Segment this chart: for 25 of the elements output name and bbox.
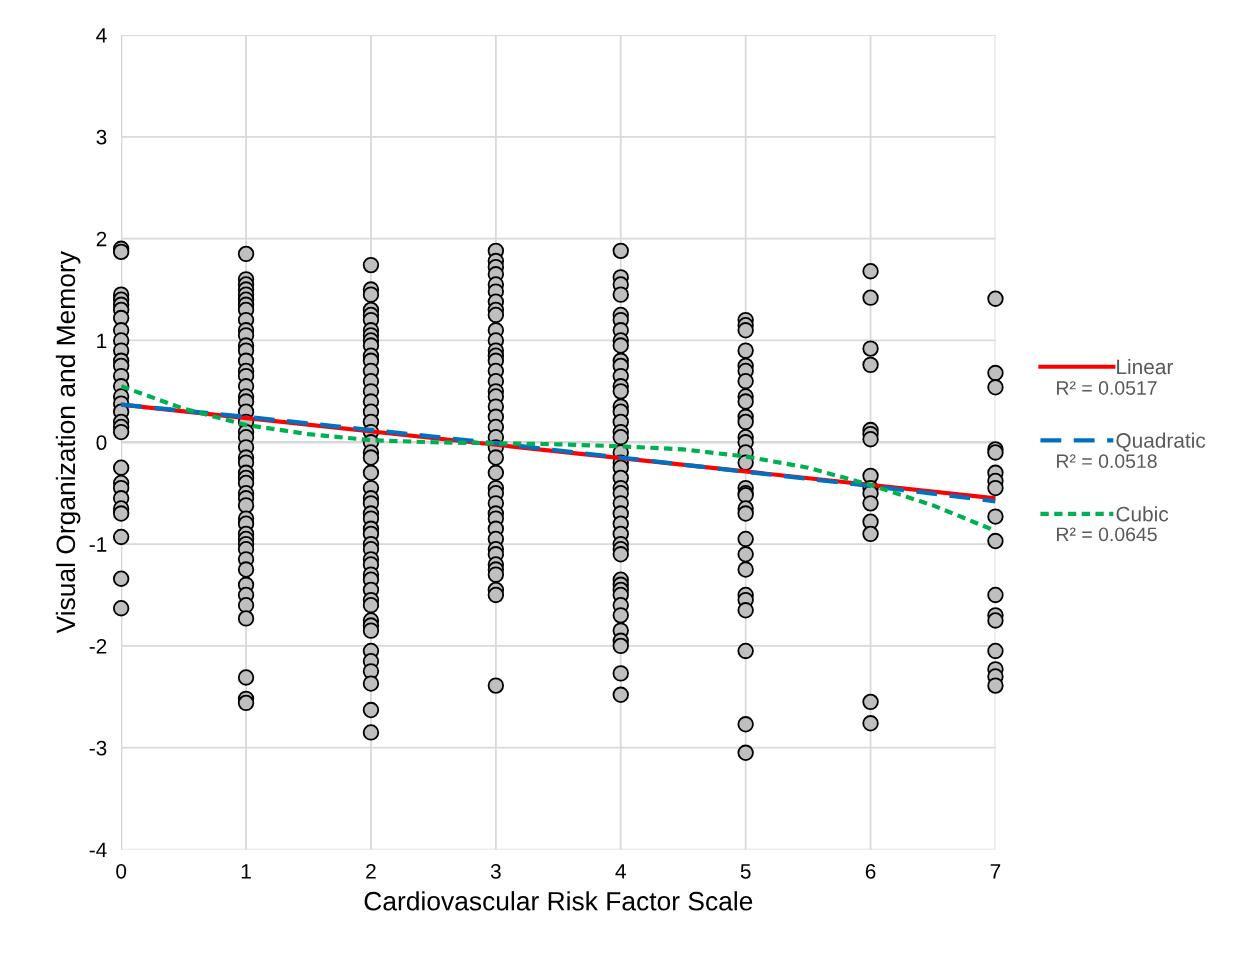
x-tick-label: 4 — [615, 864, 626, 879]
y-tick-label: -3 — [89, 740, 107, 756]
y-axis-title: Visual Organization and Memory — [55, 251, 81, 634]
y-tick-label: 1 — [97, 333, 107, 348]
x-tick-label: 0 — [116, 863, 127, 879]
y-tick-label: 4 — [96, 28, 107, 43]
x-axis-title: Cardiovascular Risk Factor Scale — [364, 891, 753, 911]
x-tick-label: 2 — [366, 863, 376, 879]
y-tick-label: -4 — [89, 842, 107, 858]
x-tick-label: 3 — [490, 863, 501, 879]
legend-label: Linear — [1117, 358, 1173, 375]
x-tick-label: 1 — [241, 864, 251, 879]
y-tick-label: -1 — [89, 537, 107, 552]
y-tick-label: 0 — [96, 435, 107, 451]
y-tick-label: 3 — [96, 129, 107, 145]
legend-label: Quadratic — [1116, 432, 1206, 452]
text: R² = 0.0645 — [1057, 527, 1157, 542]
x-tick-label: 5 — [740, 864, 751, 879]
text: R² = 0.0517 — [1057, 381, 1157, 395]
text: R² = 0.0518 — [1057, 454, 1157, 469]
y-tick-label: -2 — [89, 638, 107, 654]
x-tick-label: 6 — [865, 863, 876, 879]
legend-label: Cubic — [1116, 506, 1169, 522]
y-tick-label: 2 — [96, 231, 107, 247]
x-tick-label: 7 — [990, 864, 1001, 879]
